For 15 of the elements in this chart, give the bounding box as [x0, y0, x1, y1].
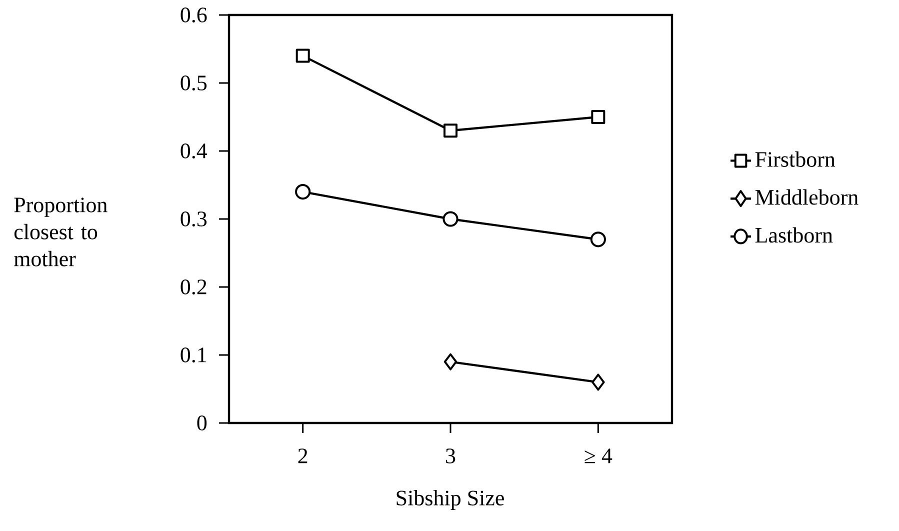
x-axis-title: Sibship Size [396, 490, 504, 510]
y-tick-label: 0.2 [180, 280, 206, 294]
y-tick-label: 0.3 [180, 212, 207, 226]
x-tick-label: 2 [298, 448, 308, 464]
y-tick-label: 0.6 [180, 8, 207, 22]
y-tick-label: 0.5 [180, 76, 207, 90]
y-tick-label: 0.4 [180, 144, 208, 158]
legend-label: Middleborn [755, 189, 858, 205]
legend-label: Firstborn [755, 151, 836, 167]
y-tick-label: 0 [197, 416, 207, 430]
x-tick-label: ≥ 4 [584, 448, 612, 464]
y-tick-label: 0.1 [180, 348, 206, 362]
x-tick-label: 3 [446, 448, 456, 464]
y-axis-title: Proportion closest to mother [14, 198, 108, 266]
legend-label: Lastborn [755, 227, 833, 243]
